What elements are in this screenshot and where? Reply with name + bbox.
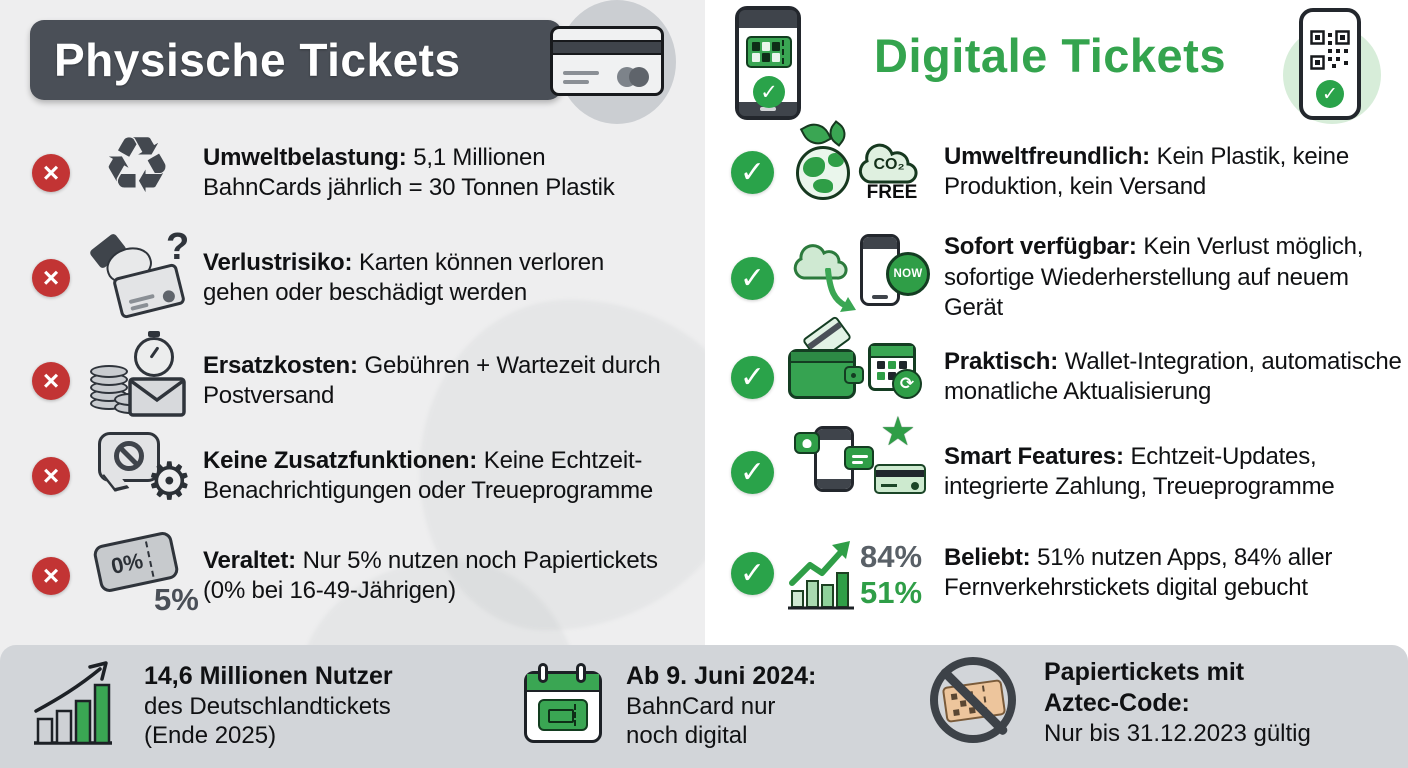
refresh-icon: ⟳: [892, 369, 922, 399]
x-badge-icon: ×: [32, 154, 70, 192]
cloud-icon: [793, 244, 848, 280]
message-bubble-icon: [844, 446, 874, 470]
physical-item-umweltbelastung: × ♻ Umweltbelastung: 5,1 Millionen BahnCa…: [32, 121, 687, 218]
digital-tickets-panel: ✓ Digitale Tickets ✓ ✓: [705, 0, 1408, 768]
check-badge-icon: ✓: [731, 150, 774, 194]
ticket-zero-percent-label: 0%: [108, 547, 146, 579]
check-icon: ✓: [753, 76, 785, 108]
x-badge-icon: ×: [32, 259, 70, 297]
leaf-icon: [824, 120, 851, 147]
phone-ticket-icon: ✓: [735, 6, 801, 120]
growth-chart-icon: 84% 51%: [788, 525, 930, 621]
no-paper-ticket-icon: [928, 655, 1020, 747]
co2-cloud-icon: CO₂: [858, 143, 918, 184]
phone-qr-icon: ✓: [1299, 8, 1361, 120]
card-loss-icon: ?: [88, 226, 203, 324]
footer-line-bold: Papiertickets mit: [1044, 658, 1245, 686]
cloud-restore-now-icon: NOW: [788, 230, 930, 326]
phone-notifications-star-card-icon: ★: [788, 412, 930, 520]
check-badge-icon: ✓: [731, 551, 774, 595]
item-text: Beliebt: 51% nutzen Apps, 84% aller Fernv…: [944, 543, 1333, 601]
check-badge-icon: ✓: [731, 256, 774, 300]
envelope-icon: [128, 377, 186, 417]
recycle-icon: ♻: [102, 121, 172, 209]
notification-bell-bubble-icon: [794, 432, 820, 454]
footer-facts-bar: 14,6 Millionen Nutzer des Deutschlandtic…: [0, 645, 1408, 768]
item-text: Verlustrisiko: Karten können verloren geh…: [203, 248, 605, 306]
check-badge-icon: ✓: [731, 450, 774, 494]
earth-icon: [796, 146, 850, 200]
check-icon: ✓: [1316, 80, 1344, 108]
physical-tickets-title: Physische Tickets: [54, 34, 461, 86]
stopwatch-icon: [134, 337, 174, 377]
x-badge-icon: ×: [32, 457, 70, 495]
x-badge-icon: ×: [32, 557, 70, 595]
digital-item-praktisch: ✓ ⟳ Praktisch: Wallet-Integration, automa…: [731, 315, 1403, 425]
coins-stopwatch-mail-icon: [88, 335, 203, 427]
footer-line-bold: Aztec-Code:: [1044, 688, 1190, 717]
digital-item-sofort-verfuegbar: ✓ NOW Sofort verfügbar: Kein Verlust mögl…: [731, 224, 1403, 332]
item-text: Sofort verfügbar: Kein Verlust möglich, s…: [944, 233, 1364, 322]
wallet-calendar-icon: ⟳: [788, 315, 930, 425]
no-features-icon: ⚙: [88, 430, 203, 522]
prohibition-icon: [114, 441, 144, 471]
footer-line-bold: 14,6 Millionen Nutzer: [144, 662, 393, 690]
qr-code-icon: [1310, 30, 1350, 70]
item-text: Umweltbelastung: 5,1 Millionen BahnCards …: [203, 143, 615, 201]
item-text: Smart Features: Echtzeit-Updates, integri…: [944, 442, 1335, 500]
item-text: Ersatzkosten: Gebühren + Wartezeit durch …: [203, 351, 661, 409]
physical-item-verlustrisiko: × ? Verlustrisiko: Karten können verloren…: [32, 226, 687, 324]
item-text: Umweltfreundlich: Kein Plastik, keine Pro…: [944, 142, 1349, 200]
footer-line-bold: Ab 9. Juni 2024:: [626, 662, 817, 690]
digital-item-beliebt: ✓ 84% 51% Beliebt: 51% nutzen Apps, 84% a…: [731, 524, 1403, 622]
check-badge-icon: ✓: [731, 355, 774, 399]
physical-tickets-header: Physische Tickets: [30, 20, 562, 100]
footer-text: Papiertickets mit Aztec-Code: Nur bis 31…: [1044, 658, 1311, 747]
physical-item-veraltet: × 0% 5% Veraltet: Nur 5% nutzen noch Papi…: [32, 528, 687, 624]
x-badge-icon: ×: [32, 362, 70, 400]
question-mark-icon: ?: [166, 226, 190, 268]
svg-text:CO₂: CO₂: [873, 156, 904, 173]
digital-item-umweltfreundlich: ✓ CO₂ FREE Umweltfreundlich: Kein Plastik…: [731, 117, 1403, 220]
footer-text: 14,6 Millionen Nutzer des Deutschlandtic…: [144, 662, 393, 750]
old-paper-ticket-icon: 0% 5%: [88, 530, 203, 622]
item-text: Veraltet: Nur 5% nutzen noch Papierticket…: [203, 546, 658, 604]
eco-earth-co2free-icon: CO₂ FREE: [788, 117, 930, 220]
download-arrow-icon: [825, 268, 856, 312]
digital-item-smart-features: ✓ ★ Smart Features: Echtzeit-Updates, int…: [731, 412, 1403, 520]
now-badge-icon: NOW: [886, 252, 930, 296]
footer-item-nutzer: 14,6 Millionen Nutzer des Deutschlandtic…: [30, 659, 393, 754]
footer-item-aztec-code: Papiertickets mit Aztec-Code: Nur bis 31…: [928, 655, 1311, 748]
item-text: Keine Zusatzfunktionen: Keine Echtzeit-Be…: [203, 446, 654, 504]
speech-bubble-icon: [98, 432, 160, 482]
co2-free-label: FREE: [866, 182, 918, 203]
users-growth-icon: [30, 659, 120, 754]
gear-icon: ⚙: [146, 453, 193, 511]
footer-item-bahncard-digital: Ab 9. Juni 2024: BahnCard nur noch digit…: [524, 659, 816, 751]
digital-tickets-title: Digitale Tickets: [874, 29, 1226, 82]
physical-tickets-panel: Physische Tickets × ♻ Umweltbelastung: 5,…: [0, 0, 705, 768]
calendar-ticket-icon: [524, 663, 602, 743]
digital-bookings-stat: 84%: [860, 539, 923, 574]
credit-card-icon: [550, 26, 664, 96]
wallet-icon: [788, 349, 864, 399]
physical-item-ersatzkosten: × Ersatzkosten: Gebühren + Wartezeit durc…: [32, 336, 687, 426]
physical-item-keine-zusatzfunktionen: × ⚙ Keine Zusatzfunktionen: Keine Echtzei…: [32, 430, 687, 522]
app-users-stat: 51%: [860, 575, 923, 610]
footer-text: Ab 9. Juni 2024: BahnCard nur noch digit…: [626, 662, 817, 750]
five-percent-stat: 5%: [154, 582, 199, 617]
item-text: Praktisch: Wallet-Integration, automatisc…: [944, 347, 1402, 405]
payment-card-icon: [874, 464, 926, 494]
star-icon: ★: [880, 410, 916, 454]
